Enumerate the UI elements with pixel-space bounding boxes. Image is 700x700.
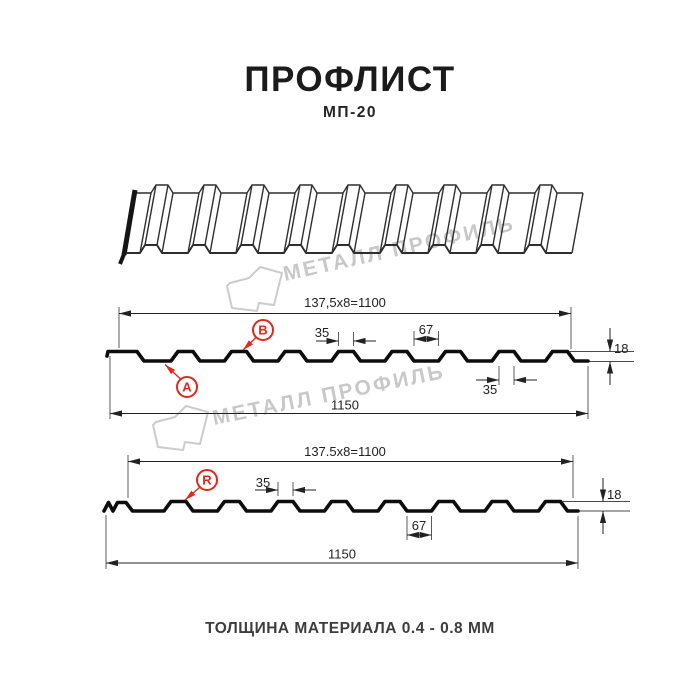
- section-r-drawing: 137.5x8=1100 35 67 18 1150 R: [102, 444, 630, 569]
- sheet-3d-edge: [396, 184, 409, 246]
- sheet-3d-edge: [209, 192, 222, 254]
- sheet-3d-edge: [156, 184, 169, 246]
- sheet-3d-edge: [401, 192, 414, 254]
- dim-module-width-ab: 137,5x8=1100: [304, 295, 386, 310]
- sheet-3d-edge: [540, 184, 553, 246]
- dim-height-ab: 18: [614, 341, 628, 356]
- sheet-3d-edge: [305, 192, 318, 254]
- sheet-3d-edge: [432, 184, 445, 246]
- sheet-3d-edge: [127, 244, 572, 254]
- sheet-3d-edge: [379, 192, 392, 254]
- sheet-3d-edge: [545, 192, 558, 254]
- sheet-3d-edge: [528, 184, 541, 246]
- sheet-3d-edge: [492, 184, 505, 246]
- profile-outline-ab: [105, 349, 590, 363]
- sheet-3d-edge: [257, 192, 270, 254]
- profile-model-subtitle: МП-20: [323, 104, 377, 121]
- sheet-3d-edge: [523, 192, 536, 254]
- sheet-3d-view: [118, 184, 584, 265]
- sheet-3d-edge: [353, 192, 366, 254]
- sheet-3d-edge: [161, 192, 174, 254]
- sheet-3d-edge: [288, 184, 301, 246]
- sheet-3d-edge: [384, 184, 397, 246]
- dim-valley-r: 67: [412, 518, 426, 533]
- watermark-text-2: МЕТАЛЛ ПРОФИЛЬ: [210, 360, 447, 430]
- sheet-3d-edge: [252, 184, 265, 246]
- sheet-3d-edge: [331, 192, 344, 254]
- dim-height-r: 18: [607, 487, 621, 502]
- sheet-3d-edge: [336, 184, 349, 246]
- dim-valley-ab: 67: [419, 322, 433, 337]
- sheet-3d-edge: [283, 192, 296, 254]
- sheet-3d-edge: [497, 192, 510, 254]
- sheet-3d-edge: [480, 184, 493, 246]
- sheet-3d-edge: [235, 192, 248, 254]
- sheet-3d-edge: [187, 192, 200, 254]
- page-title: ПРОФЛИСТ: [244, 60, 455, 99]
- side-label-r: R: [184, 469, 218, 501]
- sheet-3d-edge: [240, 184, 253, 246]
- metal-profil-logo-icon: [226, 266, 283, 312]
- section-ab-drawing: 137,5x8=1100 35 67 35 18 1150 B A: [105, 295, 634, 419]
- dim-total-width-ab: 1150: [331, 398, 359, 413]
- dim-module-width-r: 137.5x8=1100: [304, 444, 386, 459]
- profile-outline-r: [102, 499, 580, 513]
- dim-total-width-r: 1150: [328, 547, 356, 562]
- svg-text:B: B: [258, 323, 267, 338]
- dim-rib-bottom-ab: 35: [483, 382, 497, 397]
- material-thickness-note: ТОЛЩИНА МАТЕРИАЛА 0.4 - 0.8 ММ: [205, 620, 495, 637]
- sheet-3d-edge: [144, 184, 157, 246]
- svg-text:A: A: [182, 380, 192, 395]
- sheet-3d-edge: [204, 184, 217, 246]
- watermark-2: МЕТАЛЛ ПРОФИЛЬ: [152, 360, 447, 451]
- dim-rib-top-r: 35: [256, 475, 270, 490]
- svg-text:R: R: [202, 473, 212, 488]
- side-label-a: A: [164, 363, 198, 398]
- sheet-3d-edge: [348, 184, 361, 246]
- metal-profil-logo-icon: [152, 405, 209, 451]
- dim-rib-top-ab: 35: [315, 325, 329, 340]
- sheet-3d-edge: [444, 184, 457, 246]
- sheet-3d-edge: [192, 184, 205, 246]
- sheet-3d-edge: [139, 192, 152, 254]
- sheet-3d-edge: [449, 192, 462, 254]
- sheet-3d-edge: [475, 192, 488, 254]
- sheet-3d-edge: [300, 184, 313, 246]
- sheet-3d-edge: [427, 192, 440, 254]
- side-label-b: B: [242, 319, 274, 351]
- sheet-3d-edge: [133, 184, 583, 194]
